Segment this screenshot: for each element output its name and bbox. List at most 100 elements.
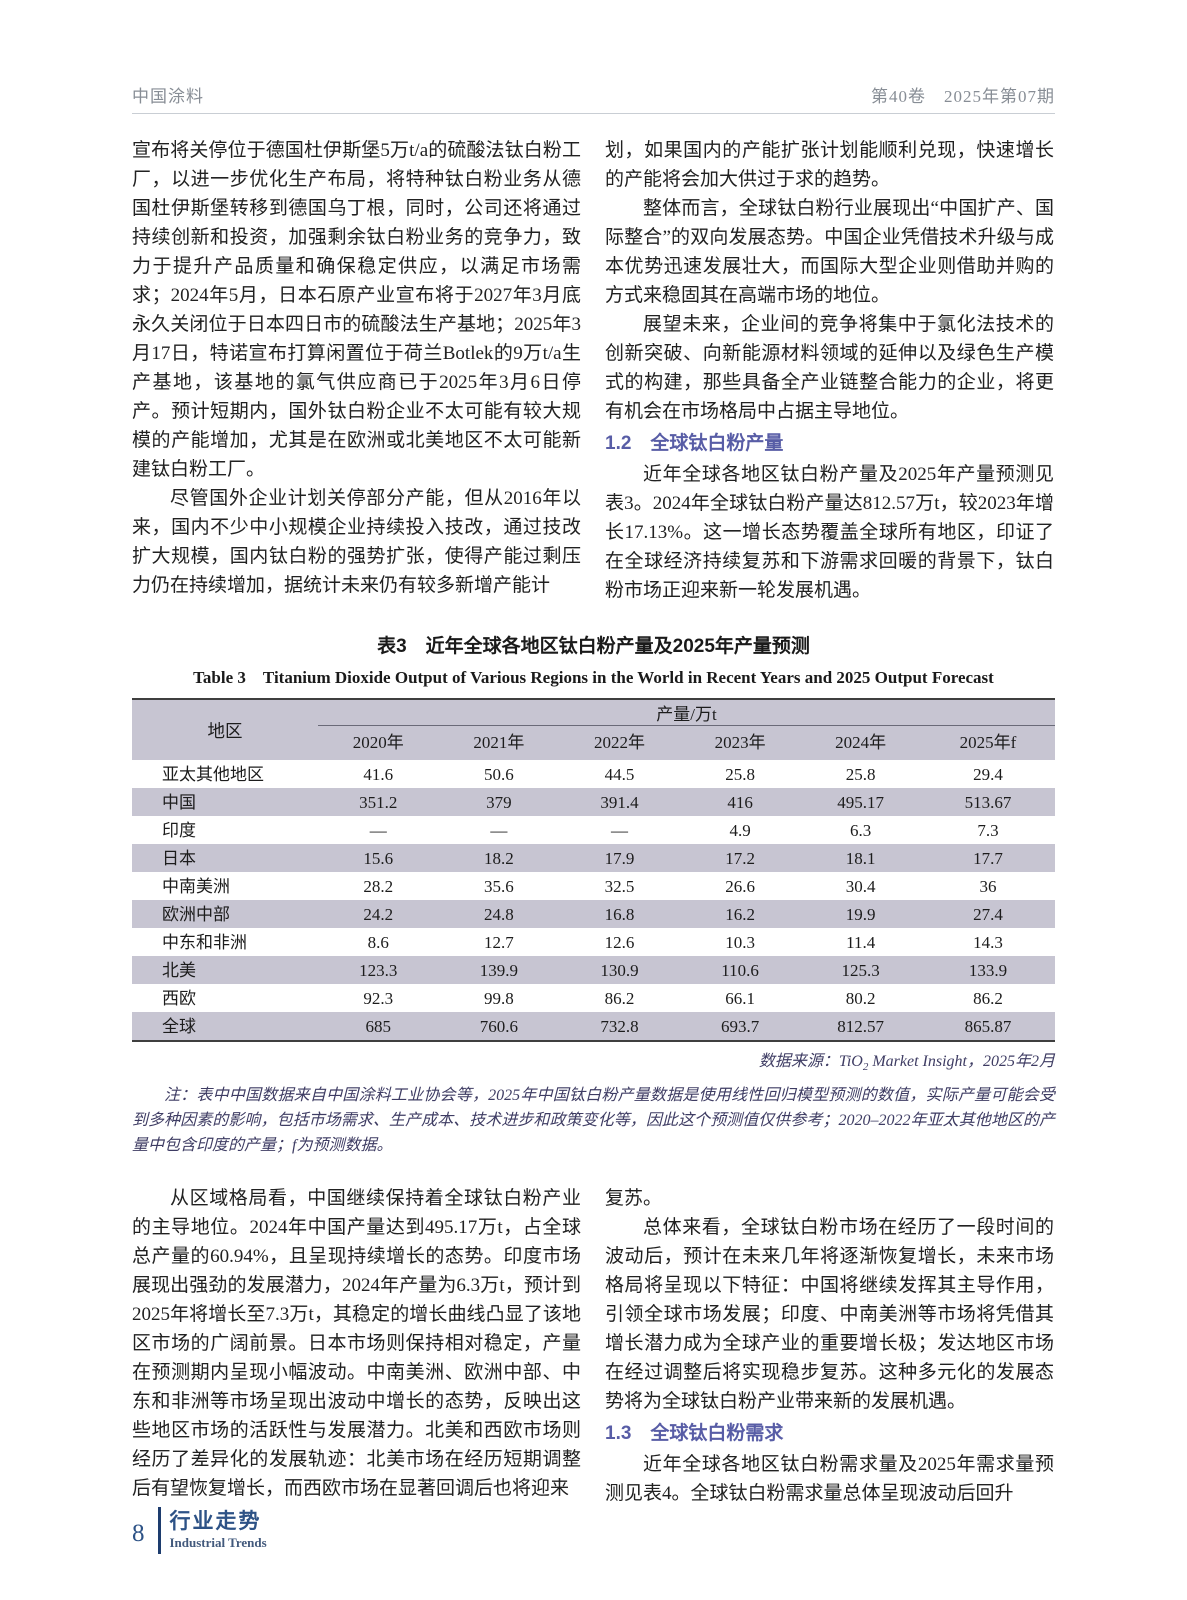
region-cell: 日本 — [162, 848, 196, 868]
table-cell: 513.67 — [964, 792, 1012, 812]
column-header-year: 2020年 — [318, 725, 439, 760]
table-cell: 30.4 — [845, 876, 876, 896]
table-cell: 99.8 — [484, 988, 514, 1008]
table-cell: 865.87 — [964, 1016, 1012, 1036]
table-cell: 36 — [979, 876, 997, 896]
footer-divider-bar — [157, 1507, 161, 1554]
table-cell: 35.6 — [484, 876, 514, 896]
table-cell: 12.6 — [604, 932, 635, 952]
column-title-en: Industrial Trends — [169, 1535, 267, 1550]
table-row: 中国 351.2 379 391.4 416 495.17 513.67 — [132, 788, 1055, 816]
paragraph: 复苏。 — [605, 1188, 663, 1210]
table-cell: 27.4 — [973, 904, 1003, 924]
table-title-en: Table 3 Titanium Dioxide Output of Vario… — [193, 668, 994, 687]
table-cell: 495.17 — [837, 792, 885, 812]
table-cell: 15.6 — [363, 848, 394, 868]
table-cell: 391.4 — [600, 792, 639, 812]
table-title-cn: 表3 近年全球各地区钛白粉产量及2025年产量预测 — [377, 636, 810, 657]
column-header-year: 2022年 — [559, 725, 680, 760]
bottom-right-column: 复苏。 总体来看，全球钛白粉市场在经历了一段时间的波动后，预计在未来几年将逐渐恢… — [605, 1184, 1054, 1508]
table-header-row: 地区 产量/万t — [132, 699, 1055, 760]
journal-name: 中国涂料 — [132, 87, 204, 106]
top-left-column: 宣布将关停位于德国杜伊斯堡5万t/a的硫酸法钛白粉工厂，以进一步优化生产布局，将… — [132, 136, 581, 605]
table-cell: 32.5 — [604, 876, 635, 896]
table-cell: 7.3 — [977, 820, 999, 840]
table-cell: 11.4 — [846, 932, 876, 952]
column-header-year: 2023年 — [679, 725, 801, 760]
table-cell: 130.9 — [600, 960, 639, 980]
table-cell: 8.6 — [367, 932, 389, 952]
table-body: 亚太其他地区 41.6 50.6 44.5 25.8 25.8 29.4 中国 … — [132, 760, 1055, 1041]
data-source-suffix: Market Insight，2025年2月 — [868, 1053, 1055, 1070]
table-row: 北美 123.3 139.9 130.9 110.6 125.3 133.9 — [132, 956, 1055, 984]
column-title-cn: 行业走势 — [169, 1510, 262, 1533]
bottom-columns: 从区域格局看，中国继续保持着全球钛白粉产业的主导地位。2024年中国产量达到49… — [132, 1184, 1055, 1508]
table-cell: — — [610, 820, 628, 840]
table-cell: 732.8 — [600, 1016, 639, 1036]
column-group-header: 产量/万t — [318, 699, 1055, 726]
running-head: 中国涂料 第40卷 2025年第07期 — [132, 0, 1055, 107]
table-cell: — — [369, 820, 387, 840]
header-divider — [132, 113, 1055, 114]
table-cell: 80.2 — [845, 988, 876, 1008]
paragraph: 总体来看，全球钛白粉市场在经历了一段时间的波动后，预计在未来几年将逐渐恢复增长，… — [605, 1217, 1054, 1413]
table-cell: 760.6 — [479, 1016, 519, 1036]
table-row: 西欧 92.3 99.8 86.2 66.1 80.2 86.2 — [132, 984, 1055, 1012]
table-cell: 123.3 — [359, 960, 398, 980]
table-cell: 26.6 — [725, 876, 755, 896]
table-cell: 4.9 — [729, 820, 751, 840]
table-cell: 19.9 — [845, 904, 876, 924]
column-header-year: 2024年 — [800, 725, 921, 760]
region-cell: 印度 — [162, 820, 196, 840]
table-cell: 16.2 — [725, 904, 755, 924]
table-cell: 685 — [365, 1016, 392, 1036]
table-cell: 28.2 — [363, 876, 394, 896]
table-cell: 416 — [727, 792, 753, 812]
top-columns: 宣布将关停位于德国杜伊斯堡5万t/a的硫酸法钛白粉工厂，以进一步优化生产布局，将… — [132, 136, 1055, 605]
bottom-left-column: 从区域格局看，中国继续保持着全球钛白粉产业的主导地位。2024年中国产量达到49… — [132, 1184, 581, 1508]
section-heading-1-3: 1.3 全球钛白粉需求 — [605, 1423, 784, 1445]
column-header-year: 2025年f — [920, 725, 1055, 760]
footer-column-title: 行业走势 Industrial Trends — [170, 1510, 267, 1551]
table-cell: 10.3 — [725, 932, 755, 952]
table-row: 日本 15.6 18.2 17.9 17.2 18.1 17.7 — [132, 844, 1055, 872]
issue-info: 第40卷 2025年第07期 — [871, 87, 1055, 106]
table-cell: 133.9 — [968, 960, 1008, 980]
region-cell: 全球 — [162, 1016, 196, 1036]
table-cell: 125.3 — [841, 960, 880, 980]
data-source-subscript: 2 — [862, 1061, 869, 1074]
table-cell: 50.6 — [484, 764, 514, 784]
page-footer: 8 行业走势 Industrial Trends — [132, 1507, 267, 1554]
paragraph: 展望未来，企业间的竞争将集中于氯化法技术的创新突破、向新能源材料领域的延伸以及绿… — [605, 314, 1054, 422]
table-cell: 16.8 — [604, 904, 635, 924]
region-cell: 中南美洲 — [162, 876, 230, 896]
table-row: 欧洲中部 24.2 24.8 16.8 16.2 19.9 27.4 — [132, 900, 1055, 928]
paragraph: 近年全球各地区钛白粉需求量及2025年需求量预测见表4。全球钛白粉需求量总体呈现… — [605, 1454, 1054, 1505]
table3-block: 表3 近年全球各地区钛白粉产量及2025年产量预测 Table 3 Titani… — [132, 631, 1055, 1158]
table-cell: 18.1 — [845, 848, 876, 868]
table-cell: 14.3 — [973, 932, 1003, 952]
table-cell: 24.8 — [484, 904, 514, 924]
column-header-year: 2021年 — [438, 725, 560, 760]
table-cell: 25.8 — [725, 764, 755, 784]
table-cell: 18.2 — [484, 848, 514, 868]
table-cell: 17.9 — [604, 848, 635, 868]
table-cell: 17.7 — [973, 848, 1003, 868]
paragraph: 整体而言，全球钛白粉行业展现出“中国扩产、国际整合”的双向发展态势。中国企业凭借… — [605, 198, 1054, 306]
table-row: 印度 — — — 4.9 6.3 7.3 — [132, 816, 1055, 844]
table-cell: 812.57 — [837, 1016, 885, 1036]
table-cell: 12.7 — [484, 932, 514, 952]
section-heading-1-2: 1.2 全球钛白粉产量 — [605, 433, 784, 454]
table-cell: 25.8 — [845, 764, 876, 784]
table-cell: 66.1 — [725, 988, 755, 1008]
table-row: 中东和非洲 8.6 12.7 12.6 10.3 11.4 14.3 — [132, 928, 1055, 956]
table-cell: 86.2 — [604, 988, 635, 1008]
paragraph: 近年全球各地区钛白粉产量及2025年产量预测见表3。2024年全球钛白粉产量达8… — [605, 464, 1054, 601]
paragraph: 宣布将关停位于德国杜伊斯堡5万t/a的硫酸法钛白粉工厂，以进一步优化生产布局，将… — [132, 140, 581, 480]
paragraph: 尽管国外企业计划关停部分产能，但从2016年以来，国内不少中小规模企业持续投入技… — [132, 488, 581, 596]
region-cell: 亚太其他地区 — [162, 764, 264, 784]
table-cell: 693.7 — [720, 1016, 760, 1036]
data-source-line: 数据来源：TiO2 Market Insight，2025年2月 — [132, 1051, 1055, 1078]
table-note: 注：表中中国数据来自中国涂料工业协会等，2025年中国钛白粉产量数据是使用线性回… — [132, 1087, 1055, 1155]
